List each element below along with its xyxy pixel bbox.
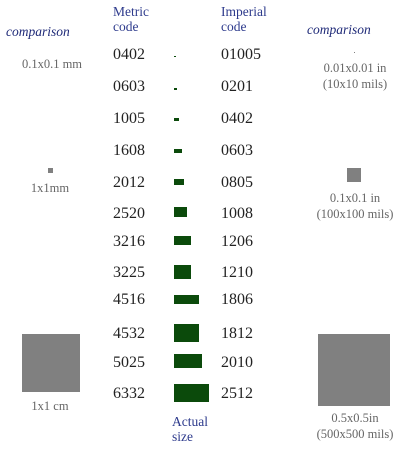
right-comparison-small-label: 0.01x0.01 in (10x10 mils) (300, 60, 410, 92)
right-medium-line2: (100x100 mils) (316, 207, 394, 221)
imperial-code: 2010 (221, 354, 253, 371)
chip-3225 (174, 265, 191, 279)
metric-code: 5025 (113, 354, 145, 371)
metric-code: 4532 (113, 325, 145, 342)
right-comparison-medium-square (347, 168, 361, 182)
right-comparison-small-square (354, 52, 355, 53)
imperial-code: 0402 (221, 110, 253, 127)
imperial-code: 01005 (221, 46, 261, 63)
imperial-code-header: Imperial code (221, 4, 267, 34)
actual-size-line1: Actual (172, 414, 208, 429)
right-small-line2: (10x10 mils) (322, 77, 388, 91)
metric-code: 3225 (113, 264, 145, 281)
chip-4532 (174, 324, 199, 342)
metric-code: 1608 (113, 142, 145, 159)
right-comparison-medium-label: 0.1x0.1 in (100x100 mils) (300, 190, 410, 222)
chip-2012 (174, 179, 184, 185)
left-comparison-large-label: 1x1 cm (31, 399, 69, 413)
imperial-header-line2: code (221, 19, 247, 34)
metric-code: 2012 (113, 174, 145, 191)
metric-code: 2520 (113, 205, 145, 222)
metric-code: 6332 (113, 385, 145, 402)
metric-code: 3216 (113, 233, 145, 250)
chip-1005 (174, 118, 179, 121)
imperial-code: 0201 (221, 78, 253, 95)
metric-code: 0402 (113, 46, 145, 63)
right-comparison-large-square (318, 334, 390, 406)
chip-6332 (174, 384, 209, 402)
chip-3216 (174, 236, 191, 245)
chip-0402 (174, 56, 176, 57)
imperial-code: 1008 (221, 205, 253, 222)
chip-5025 (174, 354, 202, 368)
imperial-code: 1210 (221, 264, 253, 281)
actual-size-line2: size (172, 429, 193, 444)
left-comparison-medium-square (48, 168, 53, 173)
imperial-code: 1806 (221, 291, 253, 308)
metric-code: 0603 (113, 78, 145, 95)
metric-code-header: Metric code (113, 4, 149, 34)
comparison-right-header: comparison (307, 22, 371, 37)
right-large-line2: (500x500 mils) (316, 427, 394, 441)
chip-2520 (174, 207, 187, 217)
left-comparison-small-label: 0.1x0.1 mm (21, 57, 83, 71)
metric-header-line2: code (113, 19, 139, 34)
imperial-code: 2512 (221, 385, 253, 402)
chip-1608 (174, 149, 182, 153)
right-medium-line1: 0.1x0.1 in (329, 191, 381, 205)
comparison-left-header: comparison (6, 24, 70, 39)
imperial-code: 0805 (221, 174, 253, 191)
metric-header-line1: Metric (113, 4, 149, 19)
imperial-header-line1: Imperial (221, 4, 267, 19)
imperial-code: 1206 (221, 233, 253, 250)
left-comparison-large-square (22, 334, 80, 392)
left-comparison-medium-label: 1x1mm (30, 181, 70, 195)
metric-code: 1005 (113, 110, 145, 127)
right-large-line1: 0.5x0.5in (331, 411, 379, 425)
actual-size-label: Actual size (172, 414, 208, 444)
chip-4516 (174, 295, 199, 304)
chip-0603 (174, 88, 177, 90)
metric-code: 4516 (113, 291, 145, 308)
right-comparison-large-label: 0.5x0.5in (500x500 mils) (300, 410, 410, 442)
imperial-code: 0603 (221, 142, 253, 159)
right-small-line1: 0.01x0.01 in (323, 61, 387, 75)
imperial-code: 1812 (221, 325, 253, 342)
